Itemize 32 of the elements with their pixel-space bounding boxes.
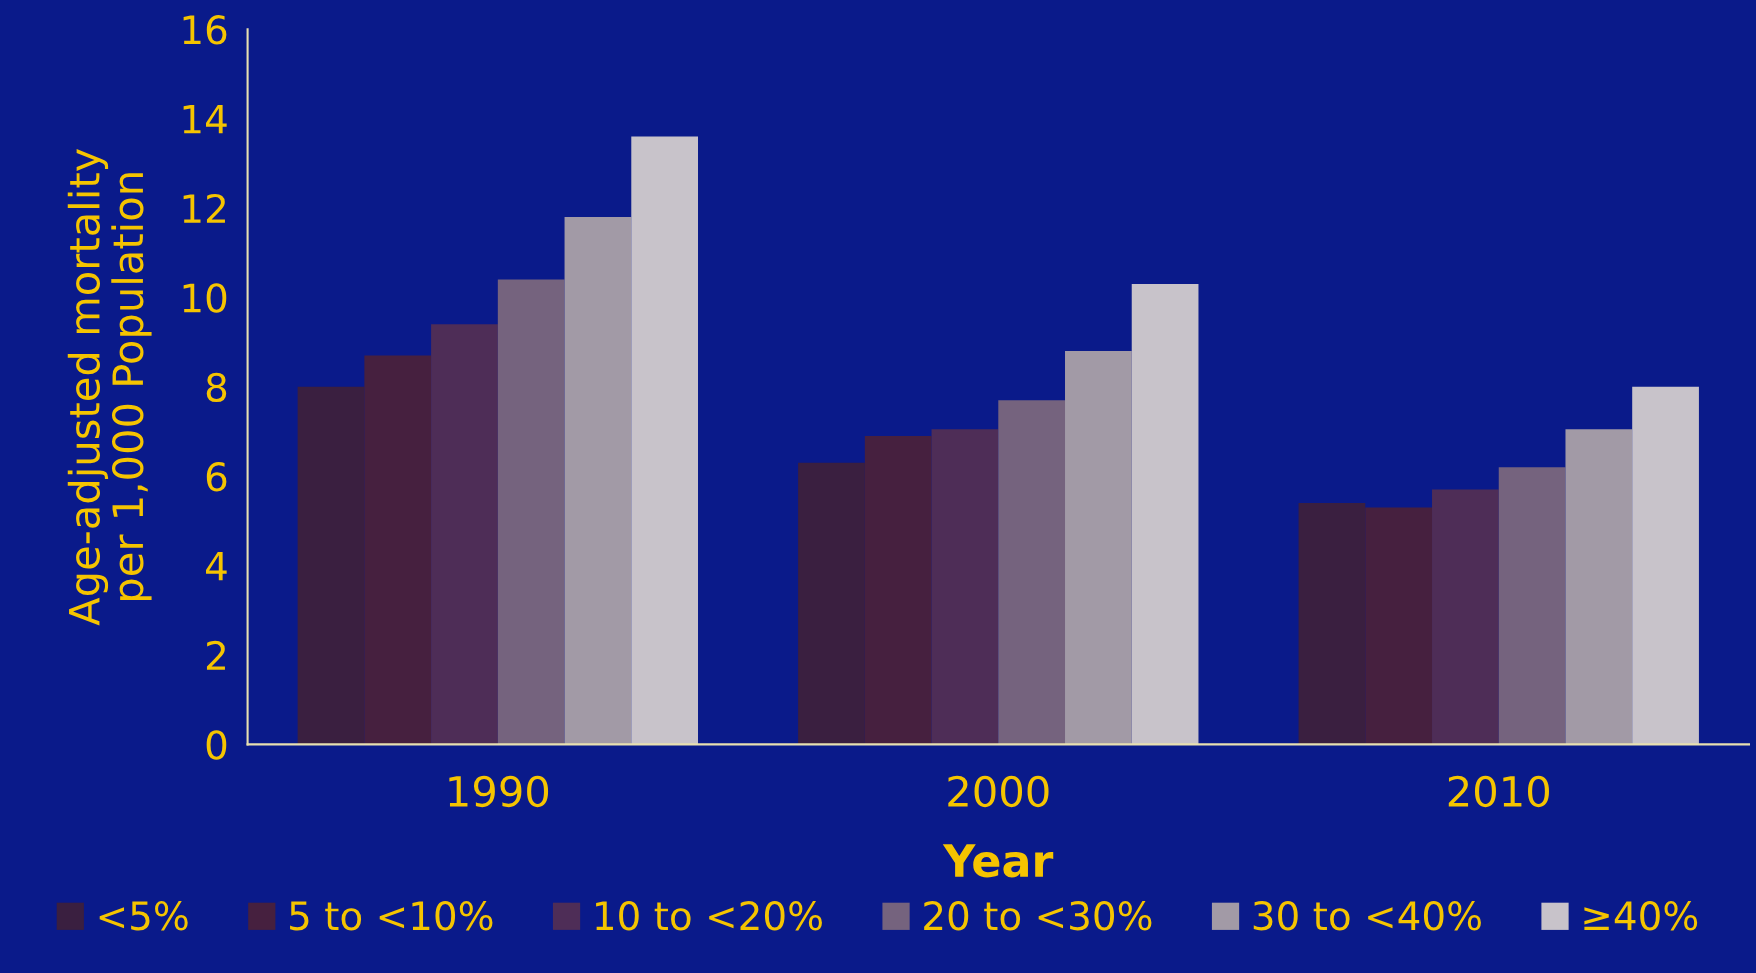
legend-label: 10 to <20% xyxy=(596,901,822,931)
bar xyxy=(1432,489,1499,745)
y-tick-label: 16 xyxy=(183,15,227,45)
y-tick-label: 0 xyxy=(206,730,227,760)
bar xyxy=(1498,467,1566,745)
y-tick-label: 10 xyxy=(183,283,227,313)
y-tick-label: 8 xyxy=(206,372,227,403)
x-tick-label: 2010 xyxy=(1448,775,1549,808)
legend-label: 30 to <40% xyxy=(1253,901,1481,931)
legend-label: 5 to <10% xyxy=(290,901,493,931)
bar xyxy=(1065,351,1132,745)
y-tick-label: 4 xyxy=(206,551,227,581)
y-tick-label: 2 xyxy=(206,640,225,670)
bar xyxy=(631,136,699,745)
bar xyxy=(1632,386,1699,745)
bar xyxy=(431,324,498,745)
bar xyxy=(497,279,565,745)
bar xyxy=(998,400,1066,745)
x-axis-title: Year xyxy=(942,844,1054,878)
legend-label: 20 to <30% xyxy=(924,901,1152,931)
legend-label: ≥40% xyxy=(1584,901,1698,931)
bar xyxy=(564,216,632,745)
bar xyxy=(931,429,999,745)
x-tick-label: 1990 xyxy=(449,775,549,808)
legend-label: <5% xyxy=(99,901,188,931)
bar xyxy=(1131,283,1199,745)
bar xyxy=(1565,429,1633,745)
y-tick-label: 6 xyxy=(206,462,227,492)
y-tick-label: 12 xyxy=(183,193,225,223)
y-axis-title: Age-adjusted mortality per 1,000 Population xyxy=(67,148,152,626)
x-tick-label: 2000 xyxy=(948,775,1049,808)
y-tick-label: 14 xyxy=(183,105,227,134)
